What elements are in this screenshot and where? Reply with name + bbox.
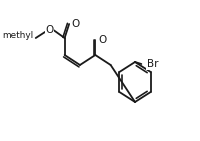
Text: methyl: methyl (2, 31, 33, 40)
Text: O: O (45, 25, 53, 35)
Text: O: O (98, 35, 106, 45)
Text: O: O (72, 19, 80, 29)
Text: Br: Br (147, 59, 158, 69)
